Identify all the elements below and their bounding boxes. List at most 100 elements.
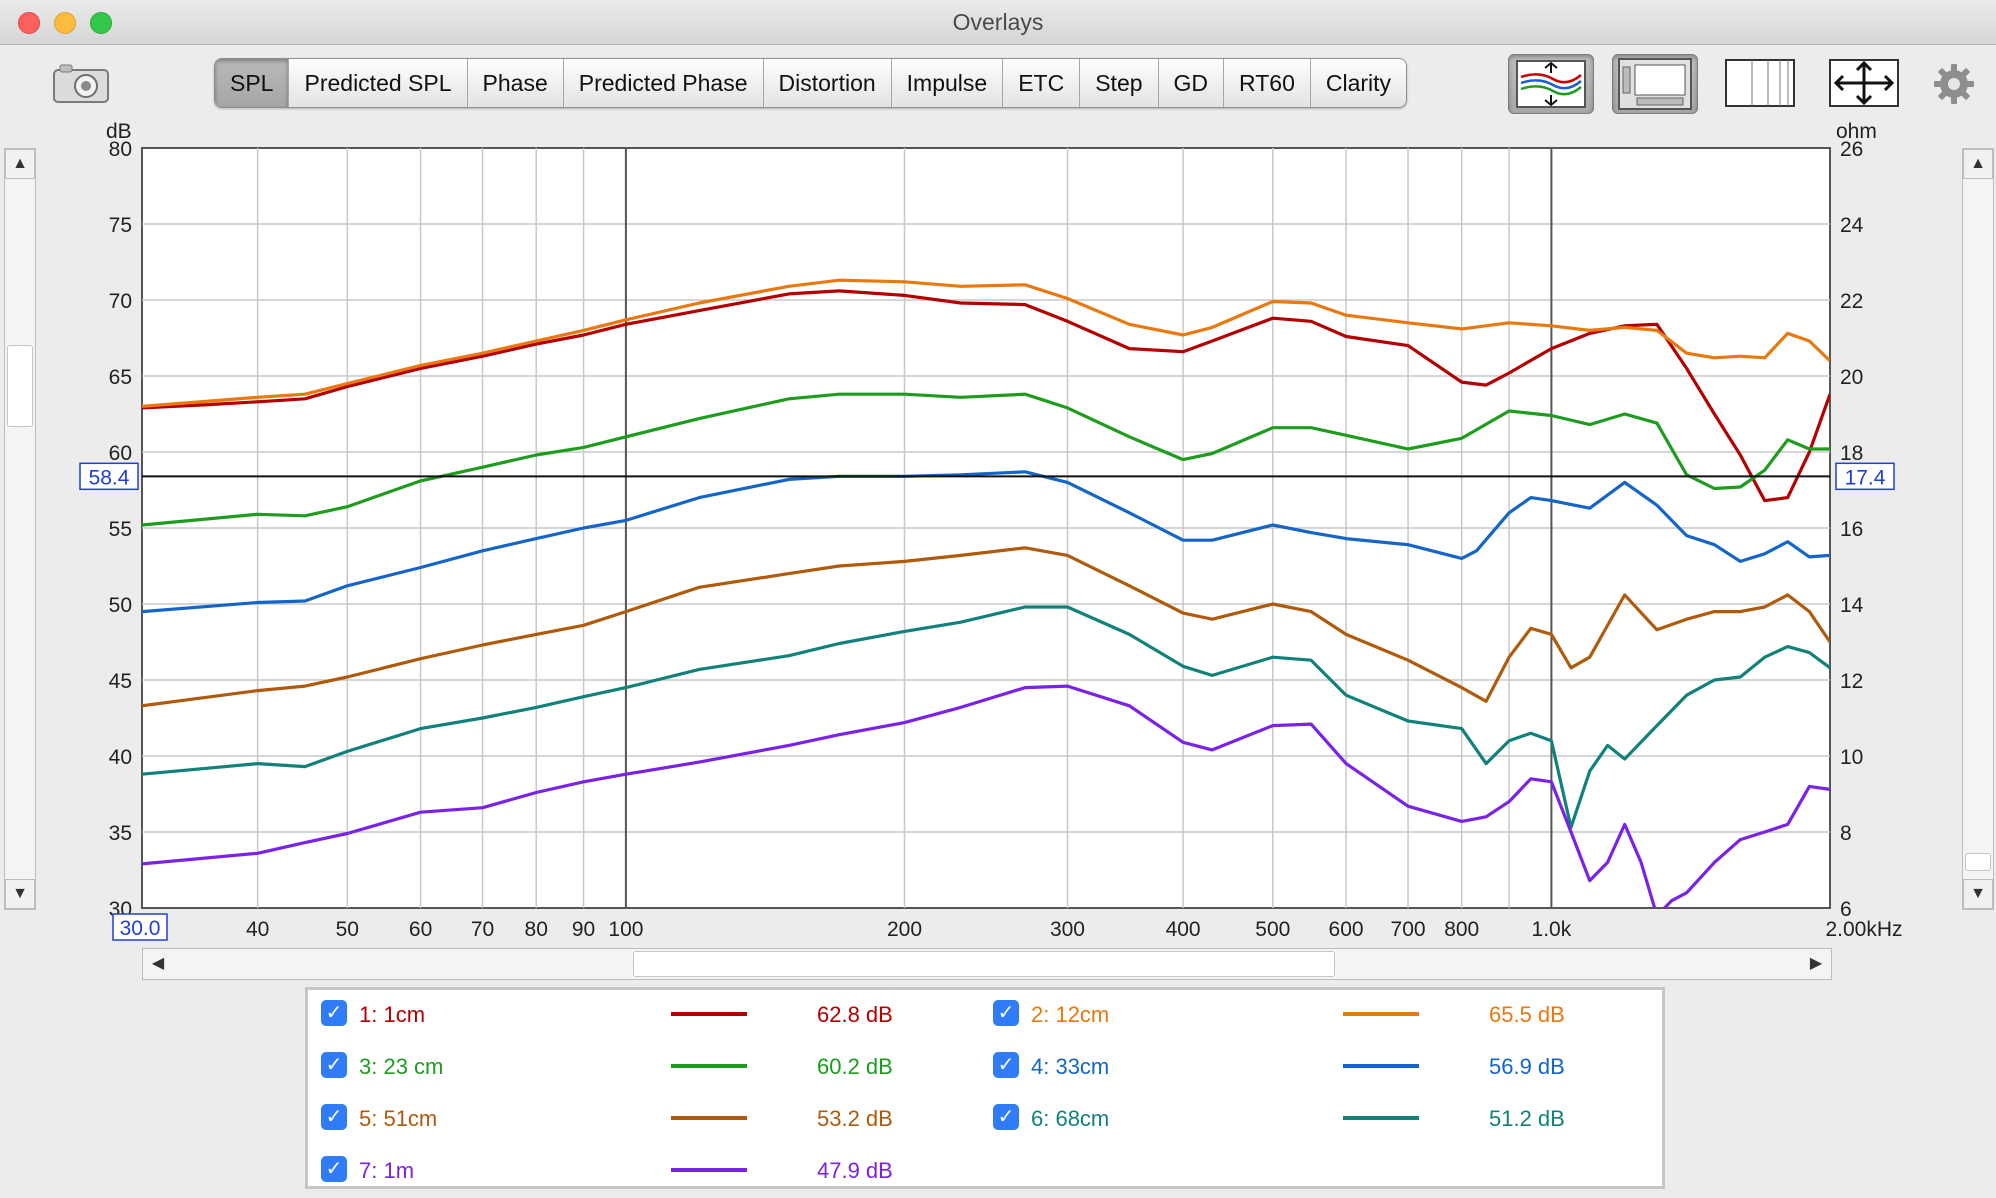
y-tick-label: 65 [109,366,132,389]
scroll-down-arrow-icon[interactable]: ▼ [5,879,35,909]
overlay-traces-button[interactable] [1508,54,1594,114]
x-tick-label: 700 [1391,918,1426,941]
tab-predicted-spl[interactable]: Predicted SPL [289,59,468,107]
legend-checkbox[interactable]: ✓ [321,1104,347,1130]
tab-step[interactable]: Step [1080,59,1159,107]
series-line-2 [142,278,1830,408]
left-vertical-scrollbar[interactable]: ▲ ▼ [4,148,36,910]
y2-tick-label: 8 [1840,822,1852,845]
title-bar: Overlays [0,0,1996,45]
legend-checkbox[interactable]: ✓ [321,1052,347,1078]
pan-zoom-button[interactable] [1826,54,1902,112]
legend-checkbox[interactable]: ✓ [993,1000,1019,1026]
gear-icon[interactable] [1932,62,1976,106]
legend-series-name: 1: 1cm [359,1002,426,1027]
cursor-left-box[interactable] [79,462,139,491]
y2-tick-label: 12 [1840,670,1863,693]
cursor-right-value: 17.4 [1845,466,1886,489]
legend-series-name: 6: 68cm [1031,1106,1110,1131]
x-tick-label: 60 [409,918,432,941]
window-title: Overlays [952,9,1044,35]
right-vertical-scrollbar[interactable]: ▲ ▼ [1962,148,1994,910]
x-tick-label: 2.00kHz [1825,918,1902,941]
fit-view-icon [1618,58,1692,110]
legend-line-swatch [671,1116,747,1120]
y-tick-label: 45 [109,670,132,693]
legend-line-swatch [671,1012,747,1016]
y2-tick-label: 24 [1840,214,1864,237]
tab-predicted-phase[interactable]: Predicted Phase [564,59,764,107]
fit-view-button[interactable] [1612,54,1698,114]
legend-series-value: 53.2 dB [817,1106,893,1131]
legend-series-value: 47.9 dB [817,1158,893,1183]
y2-tick-label: 14 [1840,594,1864,617]
horizontal-scrollbar[interactable]: ◀ ▶ [142,948,1832,980]
y2-axis-unit-label: ohm [1836,120,1877,143]
legend-checkbox[interactable]: ✓ [321,1156,347,1182]
horizontal-scroll-thumb[interactable] [633,951,1335,977]
legend-series-name: 2: 12cm [1031,1002,1110,1027]
y2-tick-label: 22 [1840,290,1863,313]
legend-checkbox[interactable]: ✓ [993,1104,1019,1130]
scroll-left-arrow-icon[interactable]: ◀ [151,955,165,972]
close-window-button[interactable] [18,12,40,34]
legend-series-value: 65.5 dB [1489,1002,1565,1027]
y2-tick-label: 10 [1840,746,1863,769]
grid-button[interactable] [1722,54,1798,112]
legend-line-swatch [671,1064,747,1068]
legend-checkbox[interactable]: ✓ [321,1000,347,1026]
series-line-1 [142,289,1830,503]
minimize-window-button[interactable] [54,12,76,34]
zoom-window-button[interactable] [90,12,112,34]
y-axis-unit-label: dB [106,120,132,143]
tab-impulse[interactable]: Impulse [892,59,1004,107]
left-scroll-thumb[interactable] [7,345,33,427]
scroll-up-arrow-icon[interactable]: ▲ [1963,149,1993,179]
tab-gd[interactable]: GD [1159,59,1225,107]
camera-icon[interactable] [52,62,110,104]
graph-type-tabs: SPL Predicted SPL Phase Predicted Phase Dist… [214,58,1408,108]
y-tick-label: 55 [109,518,132,541]
scroll-up-arrow-icon[interactable]: ▲ [5,149,35,179]
x-tick-label: 40 [246,918,269,941]
y2-tick-label: 26 [1840,138,1863,161]
legend-panel: ✓ 1: 1cm 62.8 dB ✓ 2: 12cm 65.5 dB ✓ 3: 23 cm 60… [305,987,1665,1189]
tab-rt60[interactable]: RT60 [1224,59,1311,107]
legend-line-swatch [671,1168,747,1172]
right-scroll-thumb[interactable] [1965,853,1991,871]
x-tick-label: 300 [1050,918,1085,941]
legend-line-swatch [1343,1012,1419,1016]
x-start-box[interactable] [112,913,168,941]
y-tick-label: 50 [109,594,132,617]
x-start-label: 30.0 [120,917,161,940]
x-tick-label: 600 [1329,918,1364,941]
spl-chart[interactable]: 80 26 75 24 70 22 65 20 60 18 55 16 50 14 45 12 40 10 35 8 3… [0,0,1996,945]
y-tick-label: 80 [109,138,132,161]
scroll-down-arrow-icon[interactable]: ▼ [1963,879,1993,909]
x-tick-label: 100 [608,918,643,941]
legend-series-name: 3: 23 cm [359,1054,444,1079]
tab-spl[interactable]: SPL [215,59,290,107]
legend-series-name: 5: 51cm [359,1106,438,1131]
overlay-traces-icon [1516,60,1586,108]
y2-tick-label: 6 [1840,898,1852,921]
x-tick-label: 80 [525,918,548,941]
cursor-right-box[interactable] [1835,462,1895,491]
legend-line-swatch [1343,1064,1419,1068]
x-tick-label: 800 [1444,918,1479,941]
pan-zoom-icon [1829,59,1899,107]
x-tick-label: 500 [1255,918,1290,941]
y2-tick-label: 18 [1840,442,1863,465]
legend-series-value: 56.9 dB [1489,1054,1565,1079]
y-tick-label: 40 [109,746,132,769]
legend-checkbox[interactable]: ✓ [993,1052,1019,1078]
legend-series-value: 51.2 dB [1489,1106,1565,1131]
tab-etc[interactable]: ETC [1003,59,1081,107]
tab-phase[interactable]: Phase [468,59,564,107]
x-tick-label: 400 [1166,918,1201,941]
tab-clarity[interactable]: Clarity [1325,70,1392,96]
x-tick-label: 1.0k [1532,918,1572,941]
scroll-right-arrow-icon[interactable]: ▶ [1809,955,1823,972]
tab-distortion[interactable]: Distortion [764,59,892,107]
y-tick-label: 35 [109,822,132,845]
